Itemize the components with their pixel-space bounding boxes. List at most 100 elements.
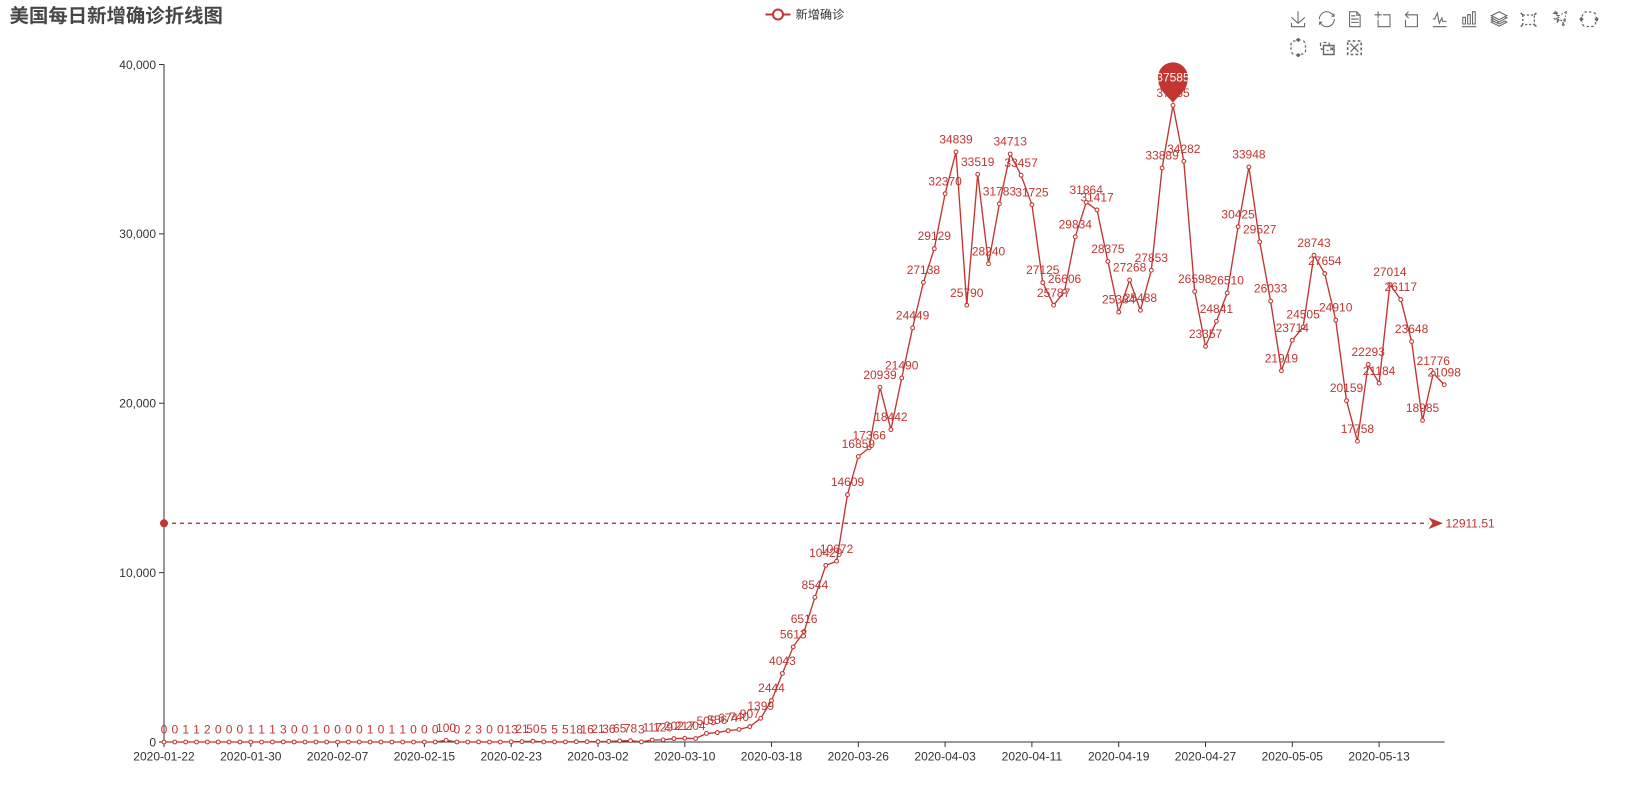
svg-text:2020-05-13: 2020-05-13 — [1348, 750, 1410, 764]
svg-text:24449: 24449 — [896, 309, 930, 323]
svg-text:34713: 34713 — [994, 135, 1028, 149]
svg-text:27125: 27125 — [1026, 263, 1060, 277]
svg-text:204: 204 — [686, 719, 706, 733]
svg-text:33889: 33889 — [1145, 149, 1179, 163]
svg-text:2444: 2444 — [758, 681, 785, 695]
svg-text:0: 0 — [497, 723, 504, 737]
svg-text:18442: 18442 — [874, 410, 908, 424]
svg-text:3: 3 — [475, 723, 482, 737]
svg-text:0: 0 — [356, 723, 363, 737]
svg-text:2: 2 — [464, 723, 471, 737]
svg-text:0: 0 — [378, 723, 385, 737]
svg-text:117: 117 — [643, 721, 662, 735]
svg-text:129: 129 — [653, 720, 673, 734]
svg-text:29129: 29129 — [918, 229, 952, 243]
svg-text:27138: 27138 — [907, 263, 941, 277]
svg-text:26510: 26510 — [1211, 274, 1245, 288]
svg-text:2020-04-11: 2020-04-11 — [1002, 750, 1063, 764]
svg-text:5: 5 — [562, 723, 569, 737]
svg-text:2020-03-18: 2020-03-18 — [741, 750, 803, 764]
svg-text:33519: 33519 — [961, 155, 995, 169]
svg-text:33948: 33948 — [1232, 148, 1266, 162]
svg-text:25790: 25790 — [950, 286, 984, 300]
svg-text:21: 21 — [515, 722, 529, 736]
svg-text:2020-03-26: 2020-03-26 — [828, 750, 890, 764]
svg-text:16: 16 — [580, 722, 594, 736]
svg-text:26606: 26606 — [1048, 272, 1082, 286]
svg-text:8544: 8544 — [802, 578, 829, 592]
svg-text:27853: 27853 — [1135, 251, 1169, 265]
svg-text:5613: 5613 — [780, 628, 807, 642]
svg-text:505: 505 — [696, 714, 716, 728]
svg-text:3: 3 — [638, 723, 645, 737]
svg-text:2020-01-22: 2020-01-22 — [133, 750, 195, 764]
svg-text:3: 3 — [280, 723, 287, 737]
svg-text:0: 0 — [171, 723, 178, 737]
svg-text:2020-04-03: 2020-04-03 — [914, 750, 976, 764]
svg-text:6516: 6516 — [791, 612, 818, 626]
svg-text:5: 5 — [551, 723, 558, 737]
svg-text:202: 202 — [664, 719, 684, 733]
svg-text:33457: 33457 — [1004, 156, 1038, 170]
svg-text:17366: 17366 — [853, 429, 887, 443]
svg-text:10429: 10429 — [809, 546, 843, 560]
svg-text:22293: 22293 — [1352, 345, 1386, 359]
svg-text:28375: 28375 — [1091, 242, 1125, 256]
svg-text:0: 0 — [291, 723, 298, 737]
svg-text:40,000: 40,000 — [119, 58, 156, 72]
svg-text:23357: 23357 — [1189, 327, 1223, 341]
svg-text:0: 0 — [345, 723, 352, 737]
svg-text:740: 740 — [729, 710, 749, 724]
svg-text:23648: 23648 — [1395, 322, 1429, 336]
svg-text:907: 907 — [740, 707, 760, 721]
svg-text:20159: 20159 — [1330, 381, 1364, 395]
svg-text:2020-03-02: 2020-03-02 — [567, 750, 629, 764]
svg-text:2020-03-10: 2020-03-10 — [654, 750, 716, 764]
svg-text:24505: 24505 — [1286, 308, 1320, 322]
svg-text:28743: 28743 — [1297, 236, 1331, 250]
svg-text:1: 1 — [269, 723, 276, 737]
svg-text:0: 0 — [486, 723, 493, 737]
svg-text:27268: 27268 — [1113, 261, 1147, 275]
svg-text:1: 1 — [367, 723, 374, 737]
svg-text:31864: 31864 — [1070, 183, 1104, 197]
svg-text:27014: 27014 — [1373, 265, 1407, 279]
svg-text:0: 0 — [410, 723, 417, 737]
svg-text:12911.51: 12911.51 — [1446, 517, 1495, 531]
svg-text:17758: 17758 — [1341, 422, 1375, 436]
svg-text:2020-05-05: 2020-05-05 — [1262, 750, 1324, 764]
svg-text:217: 217 — [675, 719, 695, 733]
svg-text:1: 1 — [388, 723, 395, 737]
svg-text:2020-01-30: 2020-01-30 — [220, 750, 282, 764]
svg-text:36: 36 — [602, 722, 616, 736]
svg-text:29834: 29834 — [1059, 217, 1093, 231]
svg-text:29527: 29527 — [1243, 223, 1277, 237]
svg-text:23714: 23714 — [1276, 321, 1310, 335]
svg-text:0: 0 — [454, 723, 461, 737]
svg-text:31783: 31783 — [983, 184, 1017, 198]
svg-text:2: 2 — [204, 723, 211, 737]
svg-text:1: 1 — [247, 723, 254, 737]
svg-text:556: 556 — [707, 713, 727, 727]
svg-text:28240: 28240 — [972, 244, 1006, 258]
svg-text:4043: 4043 — [769, 654, 796, 668]
svg-text:21184: 21184 — [1363, 364, 1396, 378]
svg-text:78: 78 — [624, 721, 638, 735]
svg-text:24910: 24910 — [1319, 301, 1353, 315]
svg-text:21776: 21776 — [1417, 354, 1451, 368]
svg-text:2020-04-27: 2020-04-27 — [1175, 750, 1237, 764]
svg-text:2020-04-19: 2020-04-19 — [1088, 750, 1150, 764]
svg-text:30425: 30425 — [1221, 207, 1255, 221]
svg-text:1: 1 — [258, 723, 265, 737]
svg-text:674: 674 — [718, 711, 738, 725]
svg-text:10,000: 10,000 — [119, 566, 156, 580]
svg-text:13: 13 — [505, 722, 519, 736]
svg-text:0: 0 — [421, 723, 428, 737]
svg-text:31417: 31417 — [1080, 191, 1114, 205]
svg-text:0: 0 — [215, 723, 222, 737]
svg-text:14609: 14609 — [831, 475, 865, 489]
svg-text:18: 18 — [570, 722, 584, 736]
svg-text:0: 0 — [226, 723, 233, 737]
svg-text:2020-02-07: 2020-02-07 — [307, 750, 369, 764]
svg-text:0: 0 — [302, 723, 309, 737]
